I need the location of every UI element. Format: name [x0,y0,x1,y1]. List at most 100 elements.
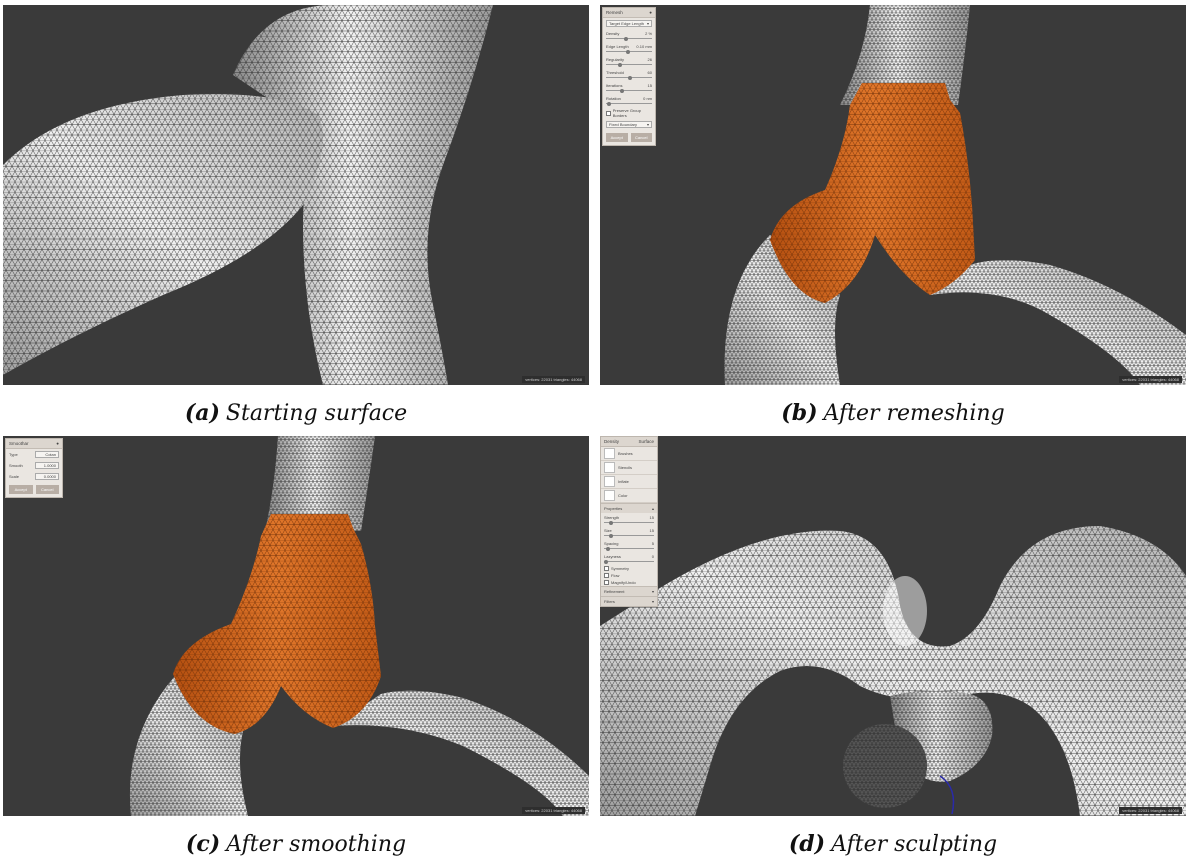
scale-field[interactable]: 0.0000 [35,473,59,480]
density-slider[interactable] [606,36,652,41]
symmetry-checkbox[interactable]: Symmetry [601,565,657,572]
rotation-value[interactable]: 0 [643,96,646,101]
slider-knob[interactable] [624,36,628,41]
density-tab[interactable]: Density [604,439,620,444]
slider-knob[interactable] [609,520,613,525]
panel-a-viewport: vertices: 22031 triangles: 44068 [3,5,589,385]
stencil-icon [604,462,615,473]
slider-knob[interactable] [620,88,624,93]
tool-brushes[interactable]: Brushes [601,447,657,461]
size-value[interactable]: 15 [649,528,654,533]
edge-length-value[interactable]: 0.10 [636,44,645,49]
status-readout: vertices: 22031 triangles: 44068 [522,376,585,383]
caption-label: (c) [185,831,221,857]
tool-stencils[interactable]: Stencils [601,461,657,475]
density-value[interactable]: 2 [645,31,648,36]
smooth-panel: Smoothar ● Type Cotan Smooth 1.0000 Scale 0.… [5,438,63,498]
mesh-scene-b [724,5,1186,385]
strength-slider[interactable] [604,520,654,525]
type-select[interactable]: Cotan [35,451,59,458]
size-label: Size [604,528,612,533]
status-readout: vertices: 22031 triangles: 44068 [1119,807,1182,814]
checkbox-box[interactable] [604,573,609,578]
boundary-mode-value: Fixed Boundary [609,122,638,127]
caption-d: (d) After sculpting [600,831,1186,857]
checkbox-box[interactable] [604,580,609,585]
regularity-value[interactable]: 26 [647,57,652,62]
iterations-label: Iterations [606,83,623,88]
spacing-label: Spacing [604,541,619,546]
spacing-value[interactable]: 5 [651,541,654,546]
close-icon[interactable]: ● [56,441,59,446]
rotation-slider[interactable] [606,101,652,106]
filters-section[interactable]: Filters [604,599,615,604]
slider-knob[interactable] [626,49,630,54]
flow-label: Flow [611,573,620,578]
status-readout: vertices: 22031 triangles: 44068 [1119,376,1182,383]
smooth-label: Smooth [9,463,23,468]
slider-knob[interactable] [618,62,622,67]
lazyness-label: Lazyness [604,554,621,559]
caption-a: (a) Starting surface [3,400,589,426]
threshold-value[interactable]: 60 [647,70,652,75]
surface-tab[interactable]: Surface [638,439,654,444]
density-unit: % [648,31,652,36]
remesh-mode-select[interactable]: Target Edge Length ▾ [606,20,652,27]
density-label: Density [606,31,620,36]
cancel-button[interactable]: Cancel [35,485,59,494]
lazyness-slider[interactable] [604,559,654,564]
tool-label: Color [618,493,628,498]
regularity-slider[interactable] [606,62,652,67]
smooth-title: Smoothar [9,441,29,446]
refinement-section[interactable]: Refinement [604,589,625,594]
panel-b-viewport: Remesh ● Target Edge Length ▾ Density 2 % E… [600,5,1186,385]
caption-label: (a) [184,400,220,426]
slider-knob[interactable] [628,75,632,80]
caption-label: (d) [788,831,826,857]
chevron-up-icon[interactable]: ▴ [651,506,654,511]
tool-label: Brushes [618,451,633,456]
boundary-mode-select[interactable]: Fixed Boundary ▾ [606,121,652,128]
scale-label: Scale [9,474,20,479]
preserve-borders-label: Preserve Group Borders [612,108,641,118]
size-slider[interactable] [604,533,654,538]
slider-knob[interactable] [607,101,611,106]
rotation-unit: nm [646,96,652,101]
magnify-label: Magnify/Undo [611,580,636,585]
slider-knob[interactable] [606,546,610,551]
properties-title: Properties [604,506,623,511]
threshold-slider[interactable] [606,75,652,80]
remesh-panel: Remesh ● Target Edge Length ▾ Density 2 % E… [602,7,656,146]
caption-c: (c) After smoothing [3,831,589,857]
chevron-down-icon[interactable]: ▾ [651,599,654,604]
edge-length-slider[interactable] [606,49,652,54]
type-label: Type [9,452,18,457]
cancel-button[interactable]: Cancel [630,133,652,142]
slider-knob[interactable] [609,533,613,538]
mesh-scene-d [600,526,1186,816]
tool-label: Inflate [618,479,629,484]
lazyness-value[interactable]: 0 [651,554,654,559]
close-icon[interactable]: ● [649,10,652,15]
preserve-borders-checkbox[interactable]: Preserve Group Borders [603,107,655,119]
magnify-checkbox[interactable]: Magnify/Undo [601,579,657,586]
smooth-field[interactable]: 1.0000 [35,462,59,469]
chevron-down-icon[interactable]: ▾ [651,589,654,594]
strength-value[interactable]: 15 [649,515,654,520]
strength-label: Strength [604,515,620,520]
slider-knob[interactable] [604,559,608,564]
accept-button[interactable]: Accept [9,485,33,494]
remesh-mode-value: Target Edge Length [609,21,644,26]
checkbox-box[interactable] [604,566,609,571]
spacing-slider[interactable] [604,546,654,551]
tool-label: Stencils [618,465,633,470]
accept-button[interactable]: Accept [606,133,628,142]
tool-inflate[interactable]: Inflate [601,475,657,489]
iterations-value[interactable]: 15 [647,83,652,88]
tool-color[interactable]: Color [601,489,657,503]
iterations-slider[interactable] [606,88,652,93]
regularity-label: Regularity [606,57,625,62]
flow-checkbox[interactable]: Flow [601,572,657,579]
mesh-scene-a [3,5,493,385]
checkbox-box[interactable] [606,110,611,116]
